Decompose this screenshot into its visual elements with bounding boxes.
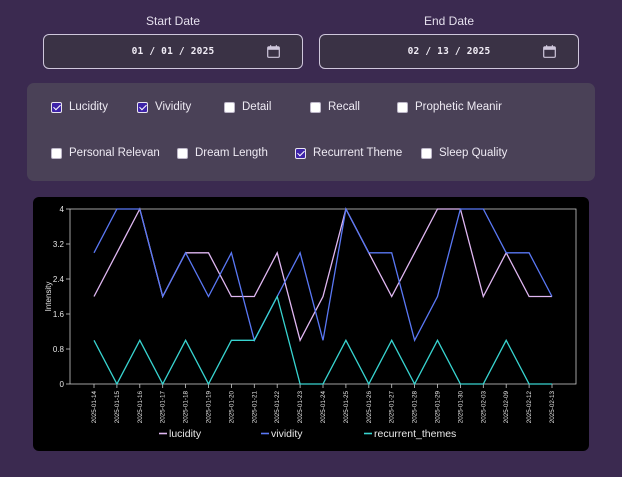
start-date-group: Start Date 01 / 01 / 2025 — [43, 14, 303, 69]
checkbox-dream-length[interactable]: Dream Length — [177, 147, 268, 159]
checkbox-label: Vividity — [155, 101, 192, 113]
x-tick-label: 2025-01-21 — [251, 391, 258, 424]
x-tick-label: 2025-01-19 — [206, 391, 213, 424]
y-tick-label: 4 — [60, 205, 65, 214]
end-date-value: 02 / 13 / 2025 — [407, 46, 491, 57]
checkbox-recurrent-theme[interactable]: Recurrent Theme — [295, 147, 402, 159]
series-line-recurrent_themes — [93, 294, 552, 386]
legend-label-vividity: vividity — [271, 428, 303, 440]
x-tick-label: 2025-02-13 — [549, 391, 556, 424]
x-tick-label: 2025-01-16 — [137, 391, 144, 424]
checkbox-box[interactable] — [177, 147, 188, 159]
checkbox-detail[interactable]: Detail — [224, 101, 271, 113]
x-tick-label: 2025-01-24 — [320, 391, 327, 424]
checkbox-recall[interactable]: Recall — [310, 101, 360, 113]
checkbox-label: Dream Length — [195, 147, 268, 159]
x-tick-label: 2025-01-26 — [366, 391, 373, 424]
filter-panel: Lucidity Vividity Detail Recall Propheti… — [27, 83, 595, 181]
legend-label-lucidity: lucidity — [169, 428, 202, 440]
checkbox-box[interactable] — [295, 147, 306, 159]
intensity-line-chart: 0 0.8 1.6 2.4 3.2 4 Intensity 2025-01-14 2025-01… — [44, 205, 577, 440]
checkbox-sleep-quality[interactable]: Sleep Quality — [421, 147, 507, 159]
x-tick-label: 2025-02-09 — [503, 391, 510, 424]
end-date-group: End Date 02 / 13 / 2025 — [319, 14, 579, 69]
checkbox-box[interactable] — [310, 101, 321, 113]
checkbox-label: Recall — [328, 101, 360, 113]
checkbox-lucidity[interactable]: Lucidity — [51, 101, 108, 113]
y-tick-label: 0 — [60, 380, 65, 389]
y-tick-label: 3.2 — [53, 240, 65, 249]
start-date-label: Start Date — [145, 14, 201, 28]
checkbox-label: Personal Relevan — [69, 147, 160, 159]
checkbox-box[interactable] — [224, 101, 235, 113]
checkbox-box[interactable] — [397, 101, 408, 113]
checkbox-box[interactable] — [421, 147, 432, 159]
checkbox-label: Prophetic Meanir — [415, 101, 502, 113]
checkbox-label: Detail — [242, 101, 272, 113]
x-tick-label: 2025-01-28 — [412, 391, 419, 424]
y-tick-label: 1.6 — [53, 310, 65, 319]
checkbox-label: Lucidity — [69, 101, 108, 113]
y-axis-title: Intensity — [44, 282, 53, 312]
x-tick-label: 2025-01-18 — [183, 391, 190, 424]
x-tick-label: 2025-01-14 — [91, 391, 98, 424]
x-tick-label: 2025-02-12 — [526, 391, 533, 424]
start-date-value: 01 / 01 / 2025 — [131, 46, 215, 57]
x-tick-label: 2025-01-27 — [389, 391, 396, 424]
x-tick-label: 2025-02-03 — [480, 391, 487, 424]
series-line-lucidity — [93, 207, 552, 343]
checkbox-prophetic-meaning[interactable]: Prophetic Meanir — [397, 101, 502, 113]
legend-label-recurrent_themes: recurrent_themes — [374, 428, 456, 440]
x-tick-label: 2025-01-20 — [228, 391, 235, 424]
end-date-input[interactable]: 02 / 13 / 2025 — [319, 34, 579, 69]
x-tick-label: 2025-01-30 — [457, 391, 464, 424]
start-date-input[interactable]: 01 / 01 / 2025 — [43, 34, 303, 69]
series-line-vividity — [93, 207, 553, 343]
x-tick-label: 2025-01-17 — [160, 391, 167, 424]
checkbox-box[interactable] — [51, 147, 62, 159]
intensity-chart-container: 0 0.8 1.6 2.4 3.2 4 Intensity 2025-01-14 2025-01… — [33, 197, 589, 451]
x-tick-label: 2025-01-22 — [274, 391, 281, 424]
checkbox-box[interactable] — [51, 101, 62, 113]
y-tick-label: 0.8 — [53, 345, 65, 354]
end-date-label: End Date — [423, 14, 475, 28]
y-tick-label: 2.4 — [53, 275, 65, 284]
calendar-icon[interactable] — [267, 45, 280, 58]
calendar-icon[interactable] — [543, 45, 556, 58]
x-tick-label: 2025-01-29 — [435, 391, 442, 424]
checkbox-label: Recurrent Theme — [313, 147, 403, 159]
checkbox-personal-relevance[interactable]: Personal Relevan — [51, 147, 160, 159]
checkbox-box[interactable] — [137, 101, 148, 113]
checkbox-label: Sleep Quality — [439, 147, 508, 159]
x-tick-label: 2025-01-23 — [297, 391, 304, 424]
x-tick-label: 2025-01-25 — [343, 391, 350, 424]
x-tick-label: 2025-01-15 — [114, 391, 121, 424]
checkbox-vividity[interactable]: Vividity — [137, 101, 191, 113]
